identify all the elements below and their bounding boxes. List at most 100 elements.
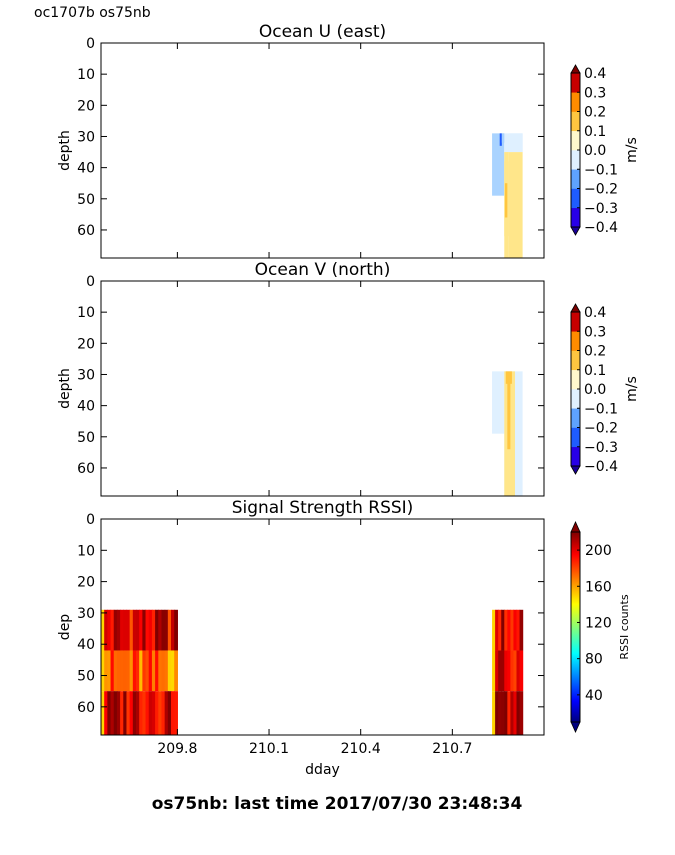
colorbar-extend-high bbox=[570, 303, 581, 313]
x-tick-label: 210.7 bbox=[432, 741, 472, 757]
colorbar-tick-label: −0.3 bbox=[584, 440, 618, 456]
rssi-cell bbox=[104, 609, 108, 651]
rssi-cell bbox=[519, 691, 524, 735]
colorbar-band bbox=[571, 350, 580, 371]
rssi-cell bbox=[126, 691, 131, 735]
rssi-cell bbox=[501, 691, 505, 735]
rssi-cell bbox=[136, 650, 140, 692]
colorbar-band bbox=[571, 188, 580, 209]
plot-frame bbox=[100, 280, 545, 497]
colorbar: 200 160 120 80 40 RSSI counts bbox=[570, 521, 631, 733]
colorbar-tick-label: 200 bbox=[585, 543, 612, 559]
colorbar-tick-label: −0.2 bbox=[584, 421, 618, 437]
rssi-cell bbox=[142, 650, 147, 692]
colorbar-tick-label: 0.1 bbox=[584, 363, 606, 379]
y-axis-label: depth bbox=[57, 130, 73, 171]
panel-2: Ocean V (north)0102030405060depth0.40.30… bbox=[57, 260, 640, 497]
rssi-cell bbox=[164, 691, 169, 735]
panel-1: Ocean U (east)0102030405060depth0.40.30.… bbox=[57, 22, 640, 259]
rssi-cell bbox=[120, 650, 124, 692]
rssi-cell bbox=[129, 609, 134, 651]
rssi-cell bbox=[495, 609, 499, 651]
heatmap-cell bbox=[507, 380, 511, 450]
rssi-cell bbox=[116, 691, 121, 735]
rssi-cell bbox=[132, 691, 137, 735]
rssi-cell bbox=[126, 650, 131, 692]
rssi-cell bbox=[495, 691, 499, 735]
rssi-cell bbox=[513, 650, 518, 692]
panel-3: Signal Strength RSSI) 0 10 20 30 40 50 60 209.8 2… bbox=[57, 498, 631, 778]
rssi-cell bbox=[139, 691, 143, 735]
rssi-cell bbox=[164, 609, 169, 651]
colorbar-extend-low bbox=[570, 465, 581, 475]
panel-title: Ocean V (north) bbox=[255, 260, 391, 280]
rssi-cell bbox=[145, 609, 150, 651]
heatmap-cell bbox=[504, 183, 508, 218]
colorbar-band bbox=[571, 150, 580, 170]
colorbar-tick-label: 0.4 bbox=[584, 66, 606, 82]
rssi-cell bbox=[101, 691, 105, 735]
rssi-cell bbox=[107, 609, 112, 651]
colorbar-band bbox=[571, 312, 580, 332]
colorbar-tick-label: 0.1 bbox=[584, 124, 606, 140]
rssi-cell bbox=[498, 609, 502, 651]
colorbar: 0.4 0.3 0.2 0.1 0.0 −0.1 −0.2 −0.3 −0.4 m/s bbox=[570, 303, 640, 475]
colorbar-tick-label: 40 bbox=[585, 688, 603, 704]
rssi-cell bbox=[167, 650, 172, 692]
rssi-cell bbox=[123, 650, 128, 692]
rssi-cell bbox=[507, 691, 511, 735]
rssi-cell bbox=[155, 650, 159, 692]
y-tick-label: 10 bbox=[77, 67, 95, 83]
colorbar-band bbox=[571, 408, 580, 428]
rssi-cell bbox=[107, 650, 112, 692]
rssi-cell bbox=[151, 609, 156, 651]
rssi-cell bbox=[148, 650, 153, 692]
x-tick-label: 209.8 bbox=[157, 741, 197, 757]
colorbar-tick-label: −0.4 bbox=[584, 220, 618, 236]
rssi-cell bbox=[132, 609, 137, 651]
colorbar-band bbox=[571, 389, 580, 409]
rssi-cell bbox=[104, 691, 108, 735]
rssi-cell bbox=[516, 691, 521, 735]
rssi-cell bbox=[498, 691, 502, 735]
rssi-cell bbox=[123, 691, 128, 735]
colorbar-extend-high bbox=[570, 521, 581, 533]
panels: Ocean U (east)0102030405060depth0.40.30.… bbox=[57, 22, 640, 778]
rssi-cell bbox=[120, 691, 124, 735]
rssi-cell bbox=[174, 609, 178, 651]
colorbar-tick-label: −0.1 bbox=[584, 401, 618, 417]
y-tick-label: 30 bbox=[77, 367, 95, 383]
rssi-cell bbox=[504, 650, 508, 692]
y-tick-label: 60 bbox=[77, 223, 95, 239]
rssi-cell bbox=[164, 650, 169, 692]
rssi-cell bbox=[171, 691, 175, 735]
rssi-cell bbox=[145, 691, 150, 735]
heatmap-cell bbox=[499, 133, 502, 146]
rssi-cell bbox=[516, 609, 521, 651]
y-tick-label: 30 bbox=[77, 129, 95, 145]
rssi-cell bbox=[513, 609, 518, 651]
y-tick-label: 20 bbox=[77, 98, 95, 114]
rssi-cell bbox=[155, 691, 159, 735]
colorbar-tick-label: 0.3 bbox=[584, 85, 606, 101]
colorbar-tick-label: 0.0 bbox=[584, 143, 606, 159]
rssi-cell bbox=[516, 650, 521, 692]
colorbar-tick-label: 0.3 bbox=[584, 324, 606, 340]
rssi-cell bbox=[120, 609, 124, 651]
rssi-cell bbox=[174, 650, 178, 692]
colorbar-tick-label: −0.3 bbox=[584, 201, 618, 217]
x-axis-label: dday bbox=[305, 762, 340, 778]
rssi-cell bbox=[132, 650, 137, 692]
heatmap-cells bbox=[492, 133, 523, 258]
colorbar-extend-low bbox=[570, 721, 581, 733]
heatmap-cell bbox=[501, 133, 505, 143]
rssi-cell bbox=[116, 650, 121, 692]
colorbar-extend-low bbox=[570, 226, 581, 236]
colorbar-tick-label: 0.2 bbox=[584, 344, 606, 360]
figure-header: oc1707b os75nb bbox=[34, 5, 151, 21]
colorbar-tick-label: −0.2 bbox=[584, 182, 618, 198]
rssi-cell bbox=[101, 609, 105, 651]
rssi-cell bbox=[167, 609, 172, 651]
rssi-cell bbox=[510, 691, 515, 735]
